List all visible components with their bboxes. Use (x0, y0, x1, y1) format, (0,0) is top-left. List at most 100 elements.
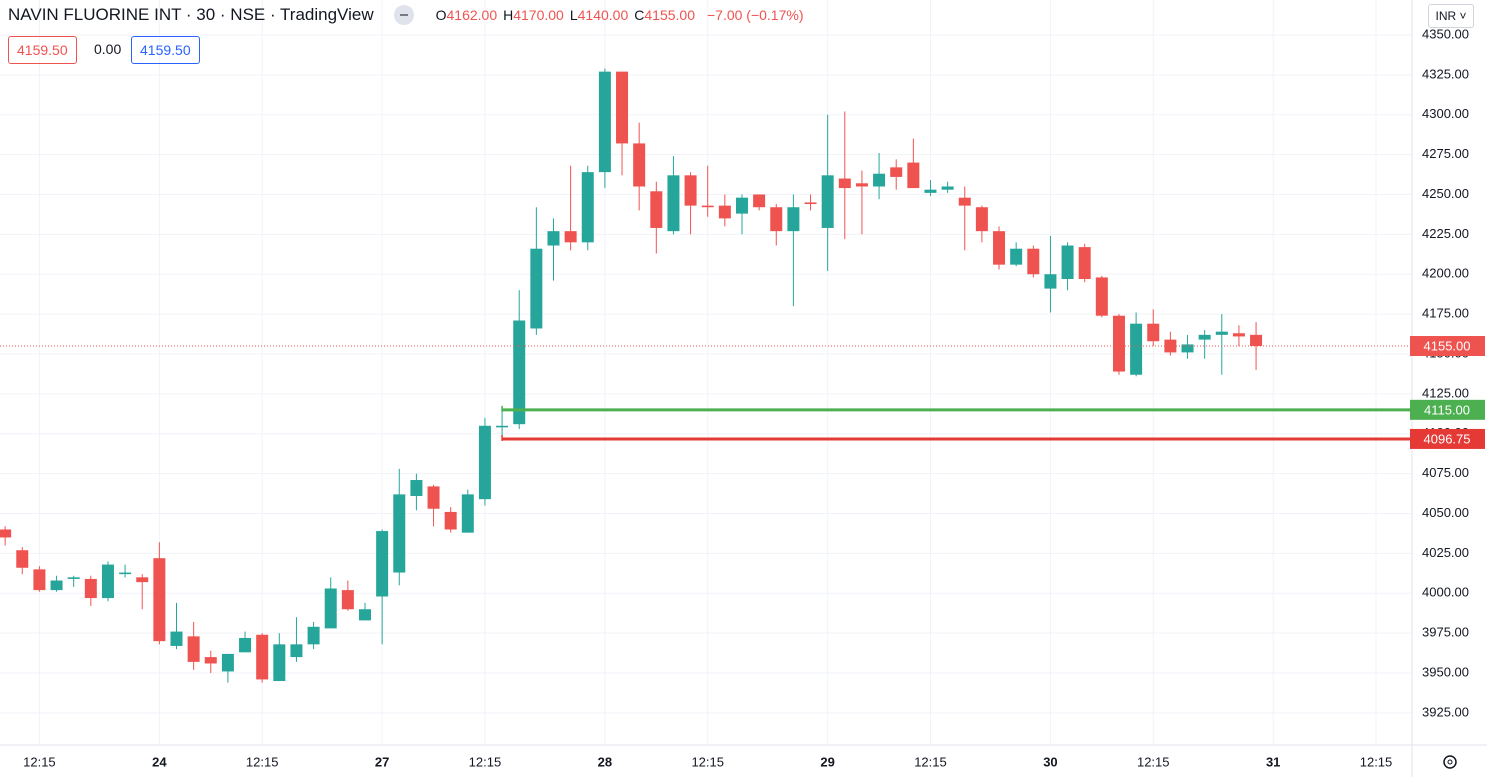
x-tick-label: 12:15 (1137, 754, 1170, 769)
candle-body (718, 205, 731, 219)
price-label-box (1410, 428, 1485, 449)
candle-body (1061, 245, 1074, 280)
candle-body (753, 194, 766, 208)
candle-body (547, 231, 560, 246)
candle-body (273, 644, 286, 682)
candle-body (0, 529, 12, 538)
settings-icon[interactable] (1443, 755, 1457, 769)
y-tick-label: 4075.00 (1422, 465, 1469, 480)
x-tick-label: 12:15 (246, 754, 279, 769)
y-tick-label: 4125.00 (1422, 385, 1469, 400)
spread: 0.00 (94, 41, 122, 57)
y-tick-label: 4275.00 (1422, 146, 1469, 161)
ohlc-key: H (503, 7, 514, 23)
candle-body (1095, 277, 1108, 316)
x-tick-label: 27 (375, 754, 389, 769)
candle-body (67, 577, 80, 579)
candle-body (1078, 247, 1091, 280)
x-tick-label: 12:15 (691, 754, 724, 769)
y-tick-label: 4250.00 (1422, 186, 1469, 201)
candle-body (633, 143, 646, 187)
candle-body (530, 248, 543, 329)
buy-button[interactable]: 4159.50 (131, 36, 200, 64)
candle-body (496, 425, 509, 428)
candle-body (239, 637, 252, 653)
candle-body (187, 636, 200, 662)
candle-body (1130, 323, 1143, 375)
x-tick-label: 28 (598, 754, 612, 769)
price-label: 4115.00 (1424, 402, 1470, 417)
candle-body (410, 480, 423, 496)
candle-body (993, 231, 1006, 265)
ohlc-key: L (569, 7, 578, 23)
y-tick-label: 4025.00 (1422, 545, 1469, 560)
hide-button[interactable] (393, 5, 414, 25)
candle-body (170, 631, 183, 646)
candle-body (393, 494, 406, 573)
candle-body (16, 550, 29, 568)
legend: NAVIN FLUORINE INT · 30 · NSE · TradingV… (8, 4, 804, 26)
sell-button[interactable]: 4159.50 (8, 36, 77, 64)
candle-body (427, 486, 440, 509)
candle-body (873, 173, 886, 187)
candle-body (290, 644, 303, 658)
ohlc-value: 4162.00 (446, 7, 498, 23)
candle-body (324, 588, 337, 629)
y-tick-label: 3925.00 (1422, 704, 1469, 719)
x-tick-label: 12:15 (23, 754, 56, 769)
currency: INR (1435, 9, 1457, 23)
price-label: 4155.00 (1424, 338, 1471, 353)
x-tick-label: 29 (820, 754, 834, 769)
ohlc-value: 4170.00 (513, 7, 564, 23)
candle-body (1215, 331, 1228, 335)
y-tick-label: 4350.00 (1422, 26, 1469, 41)
candle-body (958, 197, 971, 206)
candle-body (804, 202, 817, 205)
y-tick-label: 4300.00 (1422, 106, 1469, 121)
ohlc-values: O4162.00 H4170.00 L4140.00 C4155.00 (436, 7, 701, 23)
candle-body (136, 577, 149, 583)
candle-body (581, 172, 594, 243)
candle-body (855, 183, 868, 187)
x-tick-label: 30 (1043, 754, 1057, 769)
candle-body (821, 175, 834, 228)
x-tick-label: 31 (1266, 754, 1280, 769)
candle-body (735, 197, 748, 214)
ohlc-key: O (435, 7, 447, 23)
candle-body (838, 178, 851, 189)
candle-body (598, 71, 611, 173)
candle-body (616, 71, 629, 144)
y-tick-label: 3950.00 (1422, 664, 1469, 679)
candle-body (684, 175, 697, 206)
candle-body (84, 578, 97, 599)
candle-body (101, 564, 114, 599)
candle-body (1044, 274, 1057, 289)
candle-body (1198, 334, 1211, 340)
candle-body (770, 207, 783, 232)
x-tick-label: 12:15 (469, 754, 502, 769)
candle-body (256, 634, 269, 680)
candle-body (444, 511, 457, 530)
currency-select[interactable]: INR ˅ (1428, 4, 1474, 28)
candle-body (478, 425, 491, 500)
x-tick-label: 12:15 (914, 754, 947, 769)
candle-body (667, 175, 680, 232)
candle-body (924, 189, 937, 193)
candle-body (307, 626, 320, 645)
ohlc-value: 4155.00 (644, 7, 695, 23)
candle-body (650, 191, 663, 228)
candle-body (975, 207, 988, 232)
price-label-box (1410, 399, 1485, 420)
candle-body (358, 609, 371, 621)
change: −7.00 (−0.17%) (706, 7, 804, 23)
y-tick-label: 4325.00 (1422, 66, 1469, 81)
candle-body (461, 494, 474, 533)
candle-body (701, 205, 714, 208)
candle-body (119, 572, 132, 575)
y-tick-label: 3975.00 (1422, 625, 1469, 640)
candle-body (376, 531, 389, 597)
x-tick-label: 12:15 (1360, 754, 1393, 769)
candle-body (50, 580, 63, 591)
candle-body (1147, 323, 1160, 342)
